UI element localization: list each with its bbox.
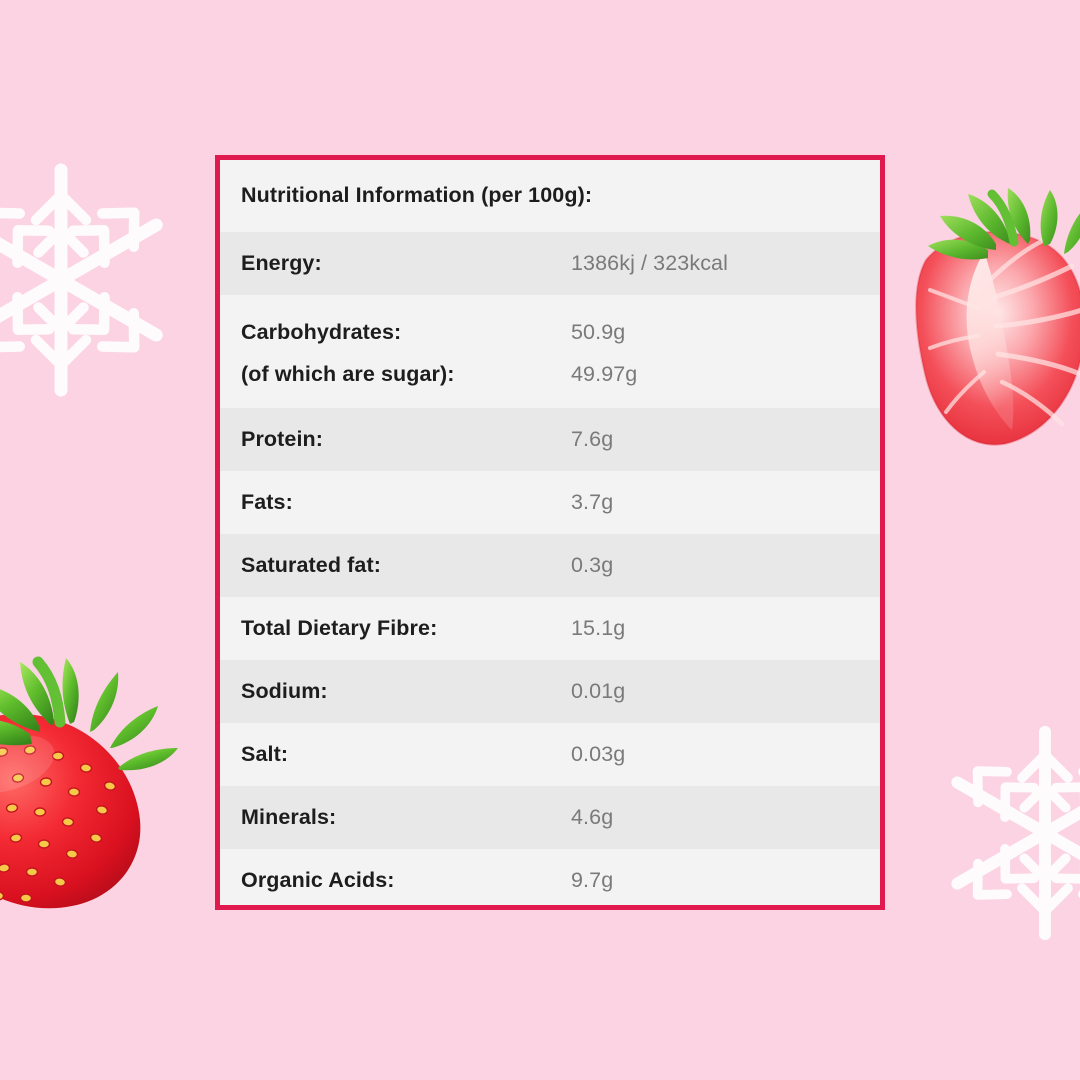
row-value-total-dietary-fibre: 15.1g — [571, 615, 626, 640]
nutrition-table-title: Nutritional Information (per 100g): — [241, 183, 593, 208]
row-label-energy: Energy: — [241, 250, 322, 275]
row-label-carbohydrates: Carbohydrates: (of which are sugar): — [220, 295, 550, 408]
row-label-total-dietary-fibre: Total Dietary Fibre: — [241, 615, 438, 640]
row-label-saturated-fat: Saturated fat: — [241, 552, 381, 577]
row-value-energy: 1386kj / 323kcal — [571, 250, 728, 275]
row-label-minerals: Minerals: — [241, 804, 337, 829]
nutrition-table: Nutritional Information (per 100g): Ener… — [220, 160, 880, 905]
row-value-salt: 0.03g — [571, 741, 626, 766]
row-label-salt: Salt: — [241, 741, 289, 766]
row-value-protein: 7.6g — [571, 426, 614, 451]
row-value-carbohydrates-sugar: 49.97g — [571, 362, 638, 386]
table-row-header: Nutritional Information (per 100g): — [220, 160, 880, 232]
row-value-fats: 3.7g — [571, 489, 614, 514]
row-value-sodium: 0.01g — [571, 678, 626, 703]
nutrition-information-card: Nutritional Information (per 100g): Ener… — [215, 155, 885, 910]
table-row: Protein: 7.6g — [220, 408, 880, 471]
table-row: Organic Acids: 9.7g — [220, 849, 880, 905]
table-row: Fats: 3.7g — [220, 471, 880, 534]
table-row: Carbohydrates: (of which are sugar): 50.… — [220, 295, 880, 408]
row-label-carbohydrates-main: Carbohydrates: — [241, 319, 402, 344]
table-row: Energy: 1386kj / 323kcal — [220, 232, 880, 295]
row-label-sodium: Sodium: — [241, 678, 328, 703]
snowflake-icon — [930, 718, 1080, 948]
row-label-carbohydrates-sugar: (of which are sugar): — [241, 362, 455, 386]
table-row: Minerals: 4.6g — [220, 786, 880, 849]
row-value-organic-acids: 9.7g — [571, 867, 614, 892]
row-value-carbohydrates: 50.9g 49.97g — [550, 295, 880, 408]
table-row: Salt: 0.03g — [220, 723, 880, 786]
strawberry-half-image — [892, 186, 1080, 456]
row-label-protein: Protein: — [241, 426, 324, 451]
table-row: Sodium: 0.01g — [220, 660, 880, 723]
row-value-saturated-fat: 0.3g — [571, 552, 614, 577]
table-row: Saturated fat: 0.3g — [220, 534, 880, 597]
snowflake-icon — [0, 155, 186, 405]
row-label-organic-acids: Organic Acids: — [241, 867, 395, 892]
table-row: Total Dietary Fibre: 15.1g — [220, 597, 880, 660]
row-label-fats: Fats: — [241, 489, 293, 514]
row-value-carbohydrates-main: 50.9g — [571, 319, 626, 344]
strawberry-whole-image — [0, 656, 192, 926]
row-value-minerals: 4.6g — [571, 804, 614, 829]
